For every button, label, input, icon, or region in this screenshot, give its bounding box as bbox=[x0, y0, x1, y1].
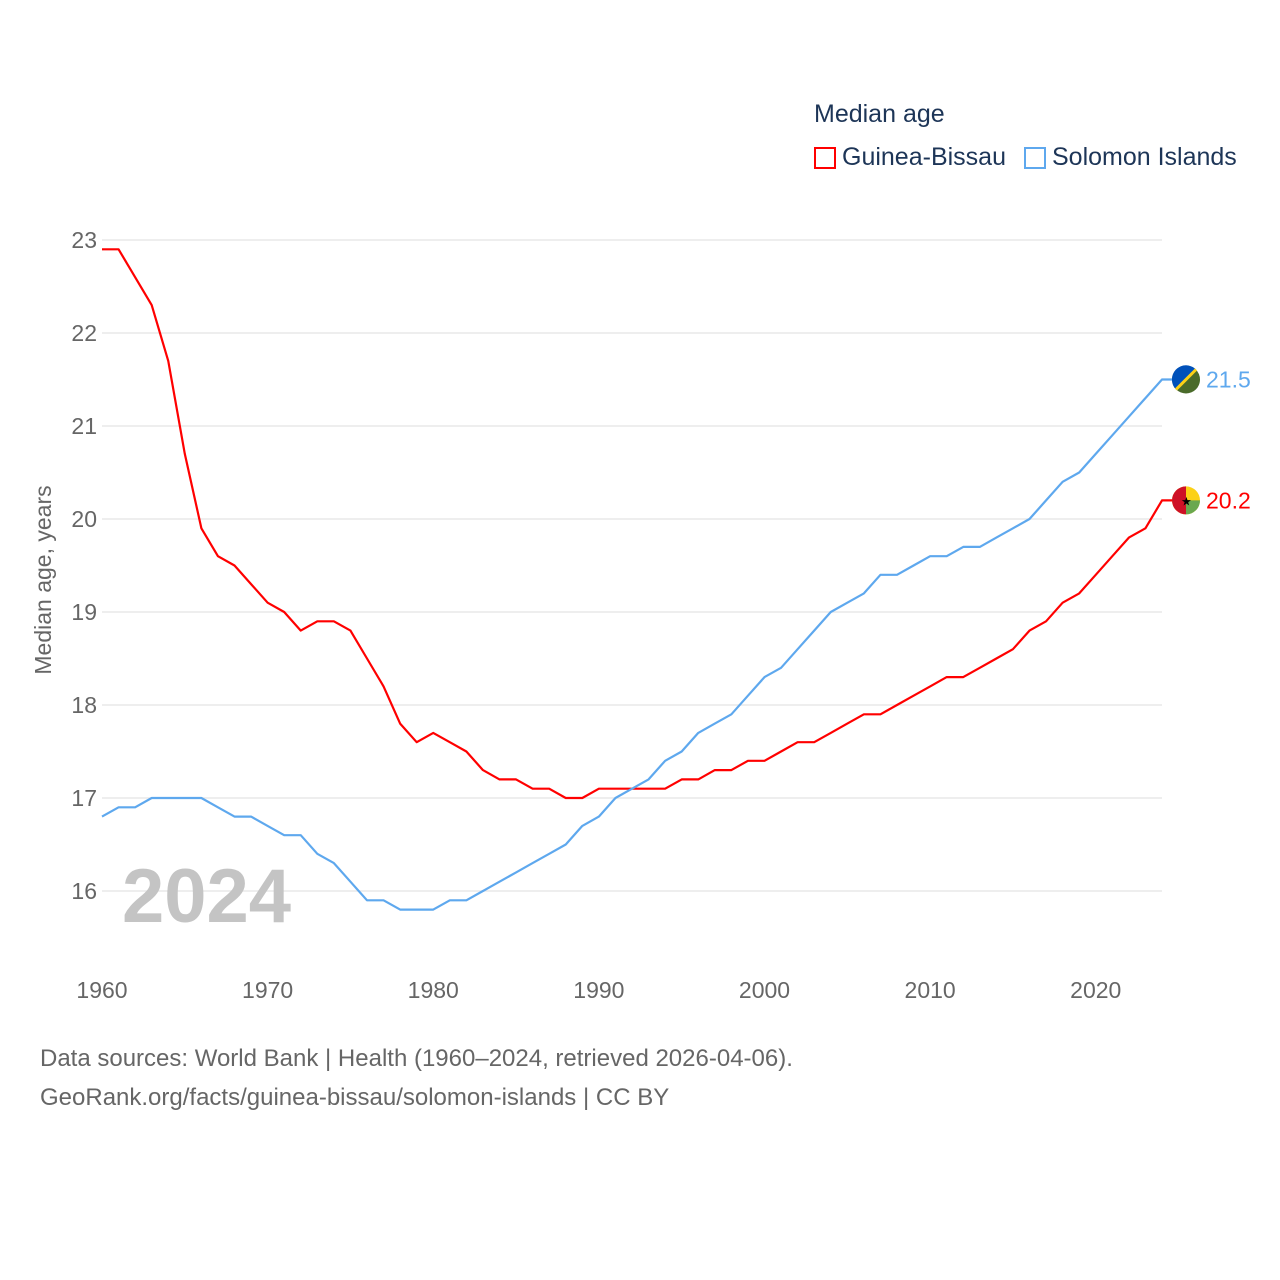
legend-swatch bbox=[814, 146, 836, 169]
flag-stripe bbox=[1174, 368, 1198, 391]
end-value-label: 20.2 bbox=[1206, 487, 1251, 513]
legend-label: Solomon Islands bbox=[1051, 143, 1237, 171]
x-tick-label: 1980 bbox=[408, 977, 459, 1003]
y-tick-label: 22 bbox=[71, 320, 97, 346]
legend-label: Guinea-Bissau bbox=[842, 143, 1006, 171]
legend-item-guinea-bissau[interactable]: Guinea-Bissau bbox=[814, 143, 1006, 172]
year-watermark: 2024 bbox=[122, 854, 291, 939]
y-axis-label: Median age, years bbox=[30, 485, 56, 674]
legend-title: Median age bbox=[814, 100, 945, 128]
x-tick-label: 1970 bbox=[242, 977, 293, 1003]
y-tick-label: 18 bbox=[71, 692, 97, 718]
series-line-solomon-islands bbox=[101, 378, 1176, 911]
flag-green-part bbox=[1186, 500, 1200, 515]
legend: Guinea-Bissau Solomon Islands bbox=[814, 143, 1237, 172]
x-tick-label: 2020 bbox=[1070, 977, 1121, 1003]
flag-blue-part bbox=[1171, 365, 1196, 390]
end-value-label: 21.5 bbox=[1206, 367, 1251, 393]
legend-swatch bbox=[1023, 146, 1046, 169]
x-tick-label: 2000 bbox=[739, 977, 790, 1003]
footer-link[interactable]: GeoRank.org/facts/guinea-bissau/solomon-… bbox=[40, 1084, 670, 1111]
x-tick-label: 1990 bbox=[573, 977, 624, 1003]
y-tick-label: 23 bbox=[71, 227, 97, 253]
x-tick-label: 2010 bbox=[905, 977, 956, 1003]
flag-red-part bbox=[1172, 486, 1186, 515]
series-line-guinea-bissau bbox=[102, 248, 1176, 800]
y-tick-label: 19 bbox=[71, 599, 97, 625]
footer-sources: Data sources: World Bank | Health (1960–… bbox=[40, 1045, 793, 1072]
flag-star-icon: ★ bbox=[1181, 494, 1192, 508]
x-tick-label: 1960 bbox=[76, 977, 127, 1003]
y-tick-label: 20 bbox=[71, 506, 97, 532]
legend-item-solomon-islands[interactable]: Solomon Islands bbox=[1023, 143, 1237, 172]
y-tick-label: 21 bbox=[71, 413, 97, 439]
y-tick-label: 17 bbox=[71, 785, 97, 811]
y-tick-label: 16 bbox=[71, 878, 97, 904]
